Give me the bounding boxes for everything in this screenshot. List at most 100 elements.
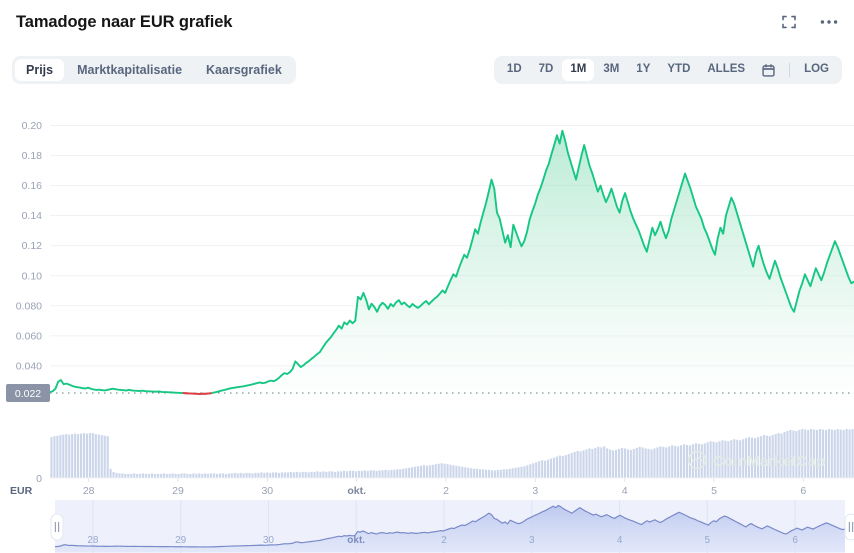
volume-bar bbox=[561, 456, 564, 478]
navigator-left-handle[interactable] bbox=[50, 513, 64, 541]
volume-bar bbox=[127, 473, 130, 478]
range-1d[interactable]: 1D bbox=[506, 63, 522, 76]
range-ytd[interactable]: YTD bbox=[667, 63, 691, 76]
volume-bar bbox=[204, 473, 207, 478]
volume-bar bbox=[653, 448, 656, 478]
volume-bar bbox=[198, 473, 201, 478]
volume-bar bbox=[301, 471, 304, 479]
volume-bar bbox=[612, 450, 615, 478]
volume-bar bbox=[801, 429, 804, 478]
volume-bar bbox=[443, 463, 446, 478]
navigator-strip[interactable]: 28 29 30 okt. 2 3 4 5 6 bbox=[0, 500, 854, 553]
volume-bar bbox=[576, 450, 579, 478]
volume-bar bbox=[650, 449, 653, 478]
volume-bar bbox=[795, 431, 798, 478]
volume-bar bbox=[777, 433, 780, 478]
volume-bar bbox=[552, 457, 556, 478]
volume-bar bbox=[97, 434, 100, 478]
volume-bar bbox=[570, 452, 573, 478]
tab-marktkapitalisatie[interactable]: Marktkapitalisatie bbox=[77, 62, 183, 77]
volume-bar bbox=[674, 445, 677, 478]
navigator-chart[interactable]: 28 29 30 okt. 2 3 4 5 6 bbox=[0, 500, 854, 553]
volume-bar bbox=[473, 468, 476, 478]
volume-bar bbox=[677, 446, 680, 478]
volume-bar bbox=[715, 442, 718, 478]
volume-bar bbox=[112, 471, 115, 479]
volume-bar bbox=[635, 447, 638, 478]
volume-bar bbox=[591, 448, 594, 478]
volume-bar bbox=[490, 470, 493, 478]
volume-bar bbox=[221, 473, 224, 478]
tab-prijs[interactable]: Prijs bbox=[15, 58, 65, 82]
volume-bar bbox=[535, 462, 538, 478]
volume-bar bbox=[452, 465, 455, 478]
volume-bar bbox=[437, 463, 440, 478]
volume-bar bbox=[665, 447, 668, 479]
volume-bar bbox=[638, 446, 641, 478]
volume-bar bbox=[647, 448, 650, 478]
volume-bar bbox=[165, 473, 168, 478]
range-3m[interactable]: 3M bbox=[603, 63, 620, 76]
volume-bar bbox=[544, 460, 547, 478]
volume-bar bbox=[150, 473, 154, 478]
volume-bar bbox=[372, 470, 375, 478]
volume-bar bbox=[671, 445, 674, 478]
volume-bar bbox=[121, 473, 124, 478]
navigator-x-label: 5 bbox=[705, 535, 711, 546]
volume-bar bbox=[786, 431, 789, 478]
volume-bar bbox=[168, 473, 171, 478]
range-7d[interactable]: 7D bbox=[538, 63, 554, 76]
volume-bar bbox=[511, 468, 514, 478]
volume-bar bbox=[768, 436, 771, 478]
volume-bar bbox=[694, 443, 697, 478]
volume-bar bbox=[174, 473, 177, 478]
volume-bar bbox=[585, 449, 588, 478]
range-1y[interactable]: 1Y bbox=[636, 63, 651, 76]
y-axis-label: 0.040 bbox=[16, 360, 42, 372]
volume-bar bbox=[508, 468, 511, 478]
volume-bar bbox=[614, 449, 618, 478]
volume-bar bbox=[446, 464, 449, 478]
volume-bar bbox=[351, 470, 355, 478]
range-alles[interactable]: ALLES bbox=[707, 63, 746, 76]
y-axis-label: 0.14 bbox=[22, 210, 43, 222]
volume-bar bbox=[756, 437, 759, 478]
fullscreen-icon[interactable] bbox=[780, 13, 798, 31]
price-volume-chart[interactable]: 0.200.180.160.140.120.100.0800.0600.0400… bbox=[0, 96, 854, 496]
current-price-badge: 0.022 bbox=[6, 383, 50, 402]
volume-bar bbox=[839, 429, 842, 478]
volume-bar bbox=[346, 471, 349, 478]
range-1m[interactable]: 1M bbox=[562, 59, 595, 81]
volume-bar bbox=[289, 471, 292, 479]
volume-bar bbox=[479, 469, 482, 478]
volume-bar bbox=[815, 430, 819, 478]
volume-bar bbox=[416, 466, 420, 478]
volume-bar bbox=[227, 473, 230, 478]
volume-bar bbox=[682, 444, 686, 478]
more-options-icon[interactable] bbox=[820, 13, 838, 31]
log-scale-button[interactable]: LOG bbox=[804, 63, 829, 76]
volume-bar bbox=[59, 435, 62, 479]
volume-bar bbox=[428, 465, 431, 478]
volume-bar bbox=[77, 434, 80, 478]
volume-bar bbox=[644, 448, 647, 478]
volume-bar bbox=[286, 472, 290, 478]
navigator-right-handle[interactable] bbox=[844, 513, 854, 541]
volume-bar bbox=[348, 470, 352, 478]
volume-bar bbox=[739, 440, 742, 478]
volume-bar bbox=[266, 472, 269, 478]
volume-bar bbox=[558, 455, 561, 478]
volume-bar bbox=[461, 466, 464, 478]
volume-bar bbox=[484, 469, 488, 478]
navigator-line-path bbox=[54, 504, 846, 548]
volume-bar bbox=[659, 446, 662, 478]
volume-bar bbox=[549, 458, 553, 478]
tab-kaarsgrafiek[interactable]: Kaarsgrafiek bbox=[206, 62, 282, 77]
volume-bar bbox=[594, 447, 597, 478]
volume-bar bbox=[626, 449, 629, 478]
volume-bar bbox=[210, 473, 213, 478]
volume-bar bbox=[100, 435, 103, 479]
volume-bar bbox=[733, 439, 736, 478]
calendar-icon[interactable] bbox=[754, 60, 783, 81]
currency-label: EUR bbox=[10, 485, 33, 496]
